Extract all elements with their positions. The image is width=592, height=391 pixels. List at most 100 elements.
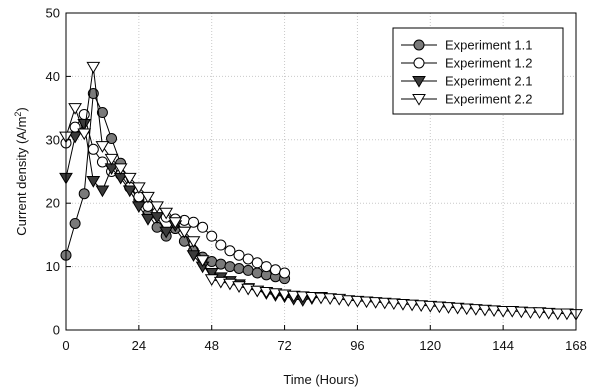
x-axis: 0 24 48 72 96 120 144 168 [62, 325, 587, 353]
data-point [260, 261, 272, 273]
data-point [131, 182, 146, 195]
x-tick-label: 0 [62, 338, 69, 353]
data-point [159, 207, 174, 220]
y-axis: 0 10 20 30 40 50 [46, 6, 71, 338]
data-point [532, 307, 547, 319]
data-point [195, 255, 210, 267]
y-axis-label: Current density (A/m2) [13, 107, 29, 236]
data-point [104, 153, 119, 166]
y-tick-label: 30 [46, 132, 60, 147]
data-point [550, 308, 565, 321]
data-point [305, 292, 319, 304]
data-point [359, 296, 374, 309]
plot-area-frame [65, 12, 577, 331]
legend-label: Experiment 1.1 [445, 38, 532, 53]
data-point [377, 297, 392, 310]
y-tick-label: 10 [46, 259, 60, 274]
data-point [68, 131, 82, 144]
data-point [95, 141, 110, 153]
data-point [206, 256, 218, 268]
legend-swatch-marker [413, 57, 425, 69]
data-point [323, 293, 337, 305]
x-tick-label: 24 [132, 338, 146, 353]
legend-label: Experiment 2.2 [445, 92, 532, 107]
data-point [350, 295, 365, 308]
y-tick-label: 40 [46, 69, 60, 84]
x-tick-label: 96 [350, 338, 364, 353]
data-point [77, 128, 92, 141]
data-point [514, 306, 529, 319]
data-point [405, 299, 419, 312]
data-point [141, 214, 155, 226]
data-point [131, 201, 146, 214]
data-point [224, 261, 236, 273]
data-point [106, 133, 118, 145]
data-point [69, 121, 81, 133]
data-point [250, 285, 265, 298]
legend-swatch-marker [412, 76, 426, 88]
data-point [277, 289, 292, 302]
data-point [368, 297, 383, 309]
data-point [496, 305, 511, 318]
data-point [178, 214, 190, 226]
data-point [259, 286, 274, 299]
data-point [386, 298, 401, 311]
series-2 [60, 108, 291, 279]
data-point [86, 61, 101, 74]
y-tick-label: 0 [53, 323, 60, 338]
x-tick-label: 144 [492, 338, 514, 353]
data-point [286, 290, 301, 303]
legend-label: Experiment 2.1 [445, 74, 532, 89]
legend: Experiment 1.1 Experiment 1.2 Experiment 2… [392, 27, 564, 115]
data-point [396, 299, 410, 311]
data-point [86, 176, 101, 188]
data-point [441, 302, 456, 314]
data-point [432, 301, 447, 314]
data-point [341, 295, 356, 307]
legend-swatch-marker [413, 39, 425, 51]
data-point [186, 236, 201, 248]
data-point [560, 308, 574, 321]
data-point [224, 245, 236, 257]
data-point [122, 185, 137, 198]
data-point [523, 307, 538, 319]
data-point [215, 258, 227, 270]
x-axis-label: Time (Hours) [283, 372, 358, 387]
data-point [87, 143, 99, 155]
data-point [233, 249, 245, 261]
data-point [69, 217, 81, 229]
data-point [269, 264, 281, 276]
data-point [505, 305, 520, 318]
data-point [122, 172, 137, 185]
series-1 [60, 88, 291, 285]
x-tick-label: 48 [204, 338, 218, 353]
data-point [459, 303, 474, 316]
data-point [541, 307, 556, 320]
data-point [468, 304, 483, 316]
data-point [197, 221, 209, 233]
data-point [242, 264, 254, 276]
series-4 [59, 61, 583, 321]
series-line [65, 113, 285, 274]
y-tick-label: 50 [46, 6, 60, 21]
legend-swatch-marker [412, 94, 426, 106]
data-point [177, 226, 192, 239]
data-point [450, 302, 465, 315]
data-point [95, 185, 110, 198]
x-tick-label: 72 [277, 338, 291, 353]
data-point [279, 267, 291, 279]
data-point [423, 300, 438, 313]
series-layer [59, 61, 583, 321]
data-point [206, 230, 218, 242]
data-point [168, 217, 183, 229]
y-axis-label-superscript: 2 [13, 112, 23, 117]
y-tick-label: 20 [46, 196, 60, 211]
legend-label: Experiment 1.2 [445, 56, 532, 71]
data-point [233, 263, 245, 275]
data-point [487, 305, 501, 318]
y-axis-label-main: Current density (A/m [14, 117, 29, 236]
data-point [314, 292, 328, 305]
y-axis-label-tail: ) [14, 107, 29, 111]
data-point [68, 103, 82, 115]
data-point [332, 293, 347, 306]
